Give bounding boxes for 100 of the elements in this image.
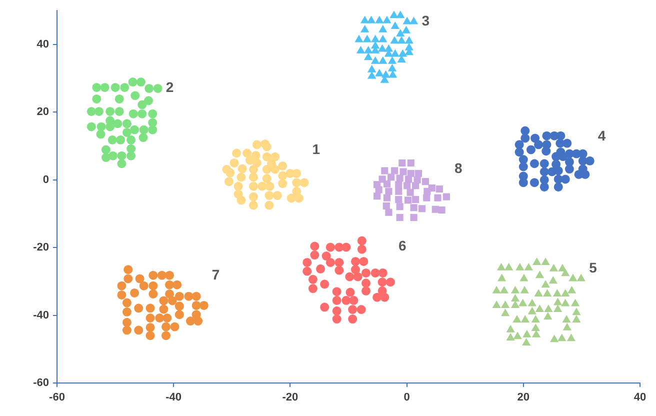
point	[388, 64, 397, 72]
point	[390, 22, 400, 30]
point	[397, 36, 406, 44]
point	[117, 290, 126, 300]
point	[248, 182, 258, 191]
point	[398, 159, 406, 166]
point	[310, 242, 320, 251]
point	[390, 36, 399, 44]
point	[520, 274, 528, 282]
point	[242, 148, 252, 158]
point	[122, 128, 132, 137]
point	[364, 52, 373, 60]
point	[531, 315, 540, 323]
point	[252, 158, 262, 168]
point	[500, 308, 510, 316]
point	[349, 296, 358, 305]
point	[385, 208, 392, 216]
point	[122, 119, 132, 128]
point	[360, 16, 370, 24]
point	[248, 172, 258, 182]
point	[383, 180, 391, 188]
point	[378, 56, 388, 64]
point	[139, 125, 148, 134]
point	[385, 188, 392, 195]
point	[381, 167, 388, 174]
point	[146, 331, 155, 340]
point	[572, 308, 581, 316]
point	[550, 334, 559, 342]
y-tick-label: -20	[33, 242, 49, 254]
series-label: 5	[589, 259, 598, 276]
point	[566, 334, 576, 342]
point	[184, 292, 194, 301]
point	[540, 159, 549, 168]
series-label: 3	[422, 12, 430, 29]
point	[520, 315, 530, 323]
y-tick-label: 0	[42, 174, 49, 186]
point	[522, 330, 532, 338]
point	[528, 306, 536, 314]
point	[356, 305, 366, 314]
point	[252, 140, 262, 150]
point	[418, 205, 426, 212]
y-tick-label: 40	[36, 38, 49, 50]
point	[264, 200, 274, 210]
point	[514, 148, 524, 157]
point	[561, 298, 570, 306]
x-tick-label: -20	[282, 392, 298, 404]
point	[153, 84, 162, 93]
point	[322, 252, 331, 261]
point	[534, 288, 543, 296]
point	[139, 281, 148, 290]
point	[122, 326, 132, 335]
point	[238, 164, 247, 174]
point	[367, 71, 376, 79]
point	[262, 152, 272, 162]
x-tick-label: 20	[517, 392, 530, 404]
point	[135, 274, 144, 284]
y-tick-label: -40	[33, 309, 49, 322]
point	[320, 280, 330, 289]
point	[262, 142, 272, 152]
point	[117, 151, 126, 160]
point	[422, 178, 429, 186]
point	[500, 300, 510, 308]
point	[174, 302, 184, 311]
point	[162, 314, 172, 322]
point	[513, 332, 522, 340]
point	[134, 326, 144, 335]
point	[542, 131, 552, 140]
point	[506, 324, 515, 332]
point	[224, 177, 234, 186]
point	[562, 322, 572, 330]
point	[370, 56, 380, 64]
point	[500, 286, 508, 294]
point	[155, 314, 164, 322]
point	[100, 82, 110, 92]
point	[407, 159, 414, 166]
point	[406, 188, 414, 196]
point	[492, 300, 501, 308]
point	[117, 159, 126, 168]
series-label: 4	[598, 128, 606, 144]
point	[126, 135, 136, 144]
point	[558, 334, 566, 342]
point	[96, 122, 106, 132]
point	[535, 270, 544, 278]
point	[245, 156, 254, 165]
point	[278, 161, 288, 170]
point	[113, 119, 122, 128]
point	[516, 262, 524, 270]
point	[378, 268, 388, 278]
point	[232, 148, 242, 158]
point	[504, 262, 514, 270]
point	[409, 16, 418, 24]
point	[396, 174, 404, 182]
point	[134, 304, 144, 313]
point	[270, 152, 280, 162]
point	[148, 109, 158, 118]
point	[535, 304, 544, 312]
point	[530, 178, 539, 188]
point	[553, 298, 562, 306]
point	[159, 296, 168, 306]
point	[230, 158, 239, 168]
